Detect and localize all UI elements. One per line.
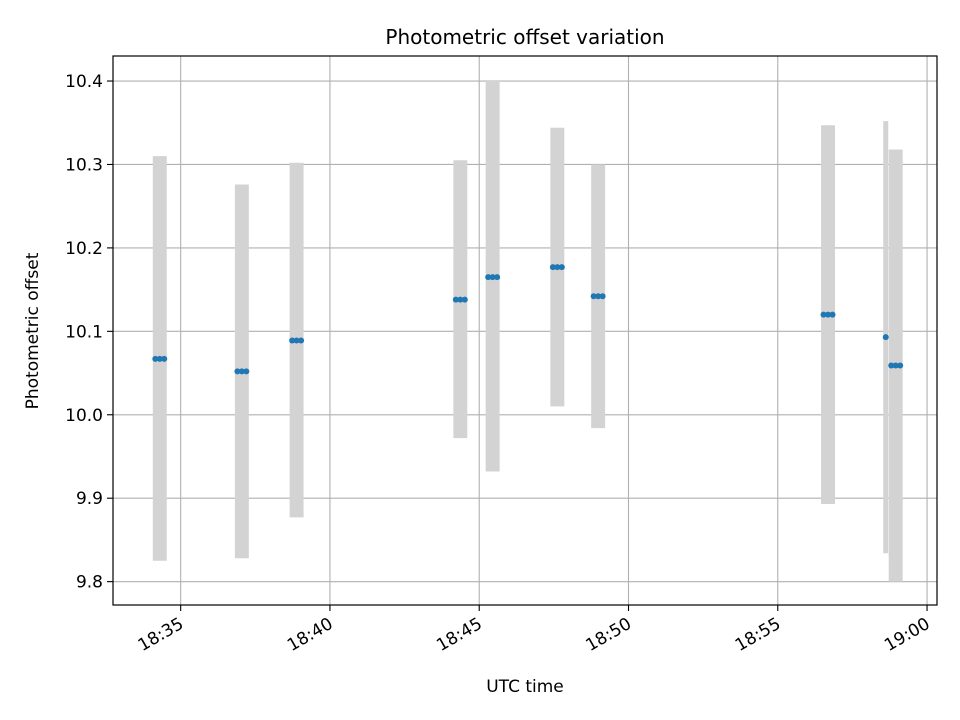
y-tick-label: 9.8: [76, 573, 103, 593]
data-point: [825, 311, 832, 318]
data-point: [234, 368, 241, 375]
y-axis-ticks: 9.8 9.9 10.0 10.1 10.2 10.3 10.4: [65, 72, 113, 593]
data-point: [152, 355, 159, 362]
data-point: [829, 311, 836, 318]
data-point: [156, 355, 163, 362]
x-tick-label: 18:55: [732, 614, 784, 656]
data-point: [457, 296, 464, 303]
y-tick-label: 10.3: [65, 155, 103, 175]
data-point: [485, 274, 492, 281]
x-tick-label: 18:45: [433, 614, 485, 656]
x-axis-label: UTC time: [486, 677, 564, 697]
data-point: [494, 274, 501, 281]
y-tick-label: 10.2: [65, 239, 103, 259]
data-point: [549, 264, 556, 271]
data-points: [152, 264, 904, 375]
data-point: [558, 264, 565, 271]
x-tick-label: 18:40: [284, 614, 336, 656]
data-point: [238, 368, 245, 375]
data-point: [599, 293, 606, 300]
data-point: [243, 368, 250, 375]
data-point: [892, 362, 899, 369]
chart-title: Photometric offset variation: [385, 25, 664, 49]
y-tick-label: 10.1: [65, 322, 103, 342]
data-point: [161, 355, 168, 362]
plot-frame: [112, 55, 938, 606]
data-point: [590, 293, 597, 300]
y-tick-label: 10.0: [65, 406, 103, 426]
data-point: [595, 293, 602, 300]
x-tick-label: 19:00: [881, 614, 933, 656]
data-point: [298, 337, 305, 344]
x-tick-label: 18:50: [583, 614, 635, 656]
y-axis-label: Photometric offset: [23, 252, 43, 409]
data-point: [452, 296, 459, 303]
data-point: [554, 264, 561, 271]
data-point: [293, 337, 300, 344]
data-point: [820, 311, 827, 318]
data-point: [888, 362, 895, 369]
grid-lines: [113, 56, 937, 605]
x-axis-ticks: 18:35 18:40 18:45 18:50 18:55 19:00: [135, 605, 934, 656]
data-point: [897, 362, 904, 369]
y-tick-label: 9.9: [76, 489, 103, 509]
data-point: [461, 296, 468, 303]
y-tick-label: 10.4: [65, 72, 103, 92]
data-point: [489, 274, 496, 281]
data-point: [882, 334, 889, 341]
x-tick-label: 18:35: [135, 614, 187, 656]
data-point: [289, 337, 296, 344]
